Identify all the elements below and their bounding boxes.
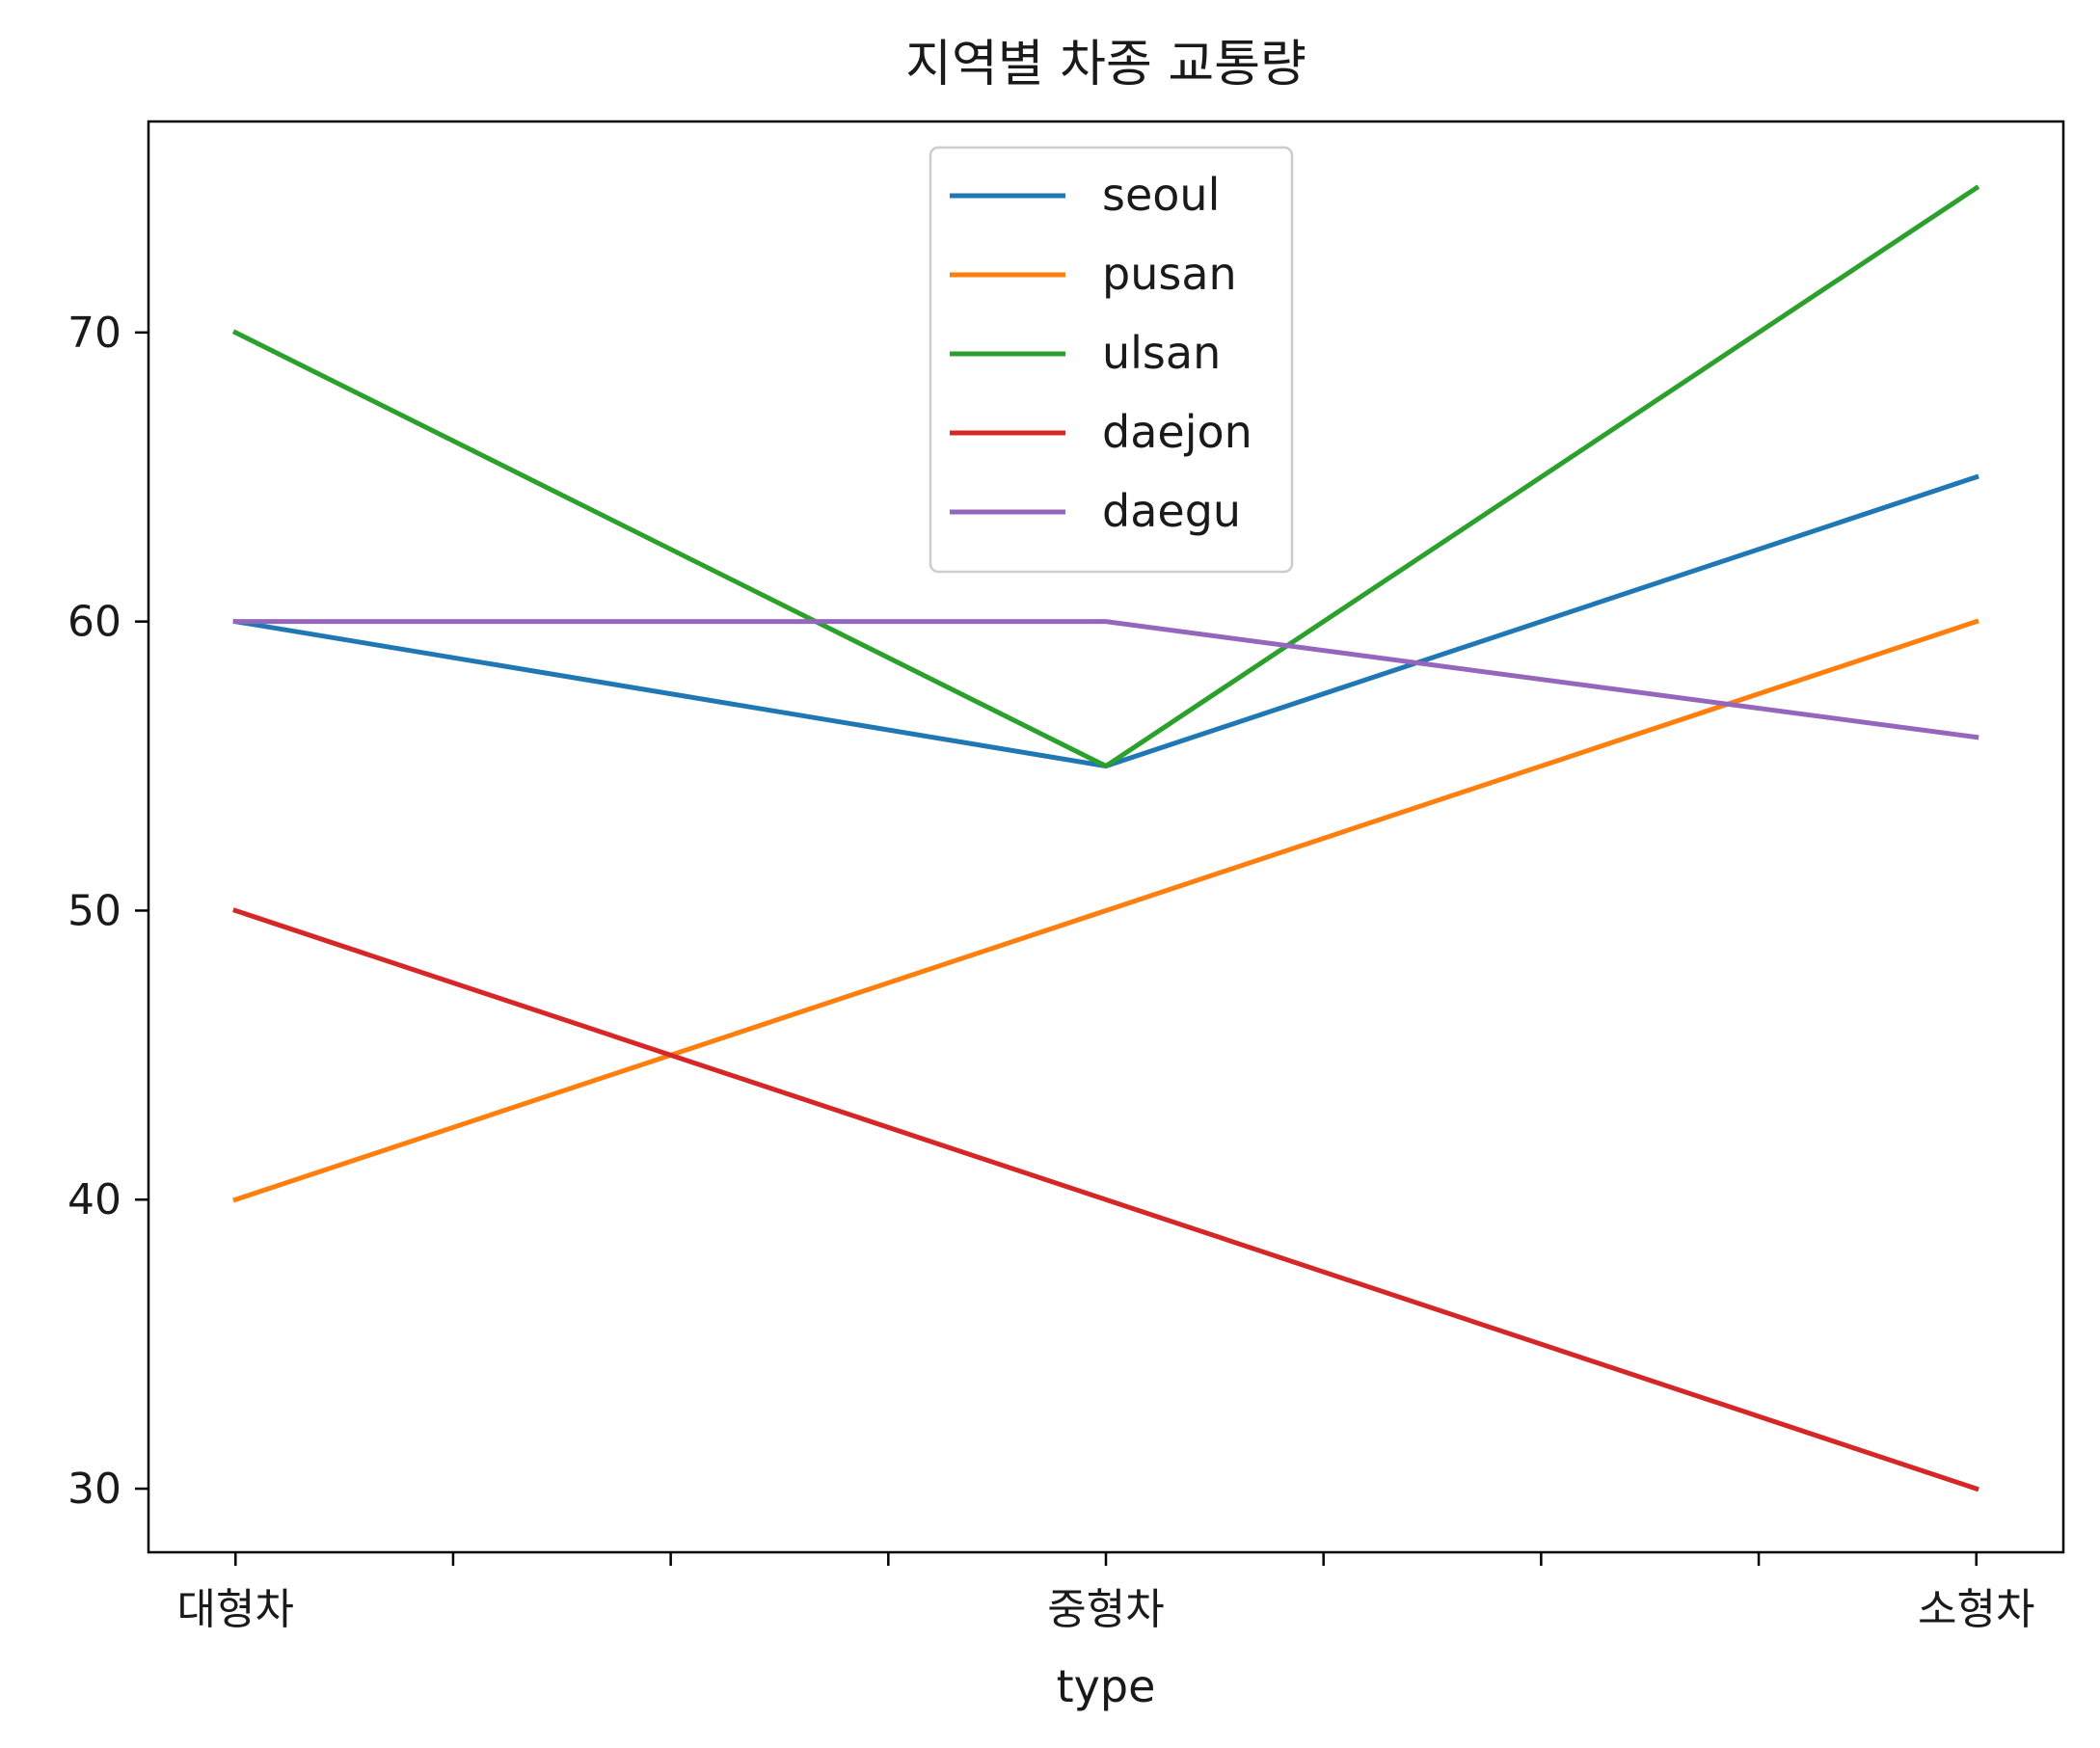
chart-title: 지역별 차종 교통량 [905, 36, 1306, 94]
y-tick-label: 70 [67, 309, 121, 358]
y-tick-label: 50 [67, 886, 121, 935]
x-tick-label: 중형차 [1047, 1585, 1164, 1634]
x-axis-label: type [1057, 1660, 1156, 1712]
x-tick-label: 소형차 [1918, 1585, 2034, 1634]
series-layer [231, 184, 1980, 1493]
legend-label-daegu: daegu [1102, 485, 1241, 537]
y-tick-label: 30 [67, 1465, 121, 1514]
legend-label-daejon: daejon [1102, 406, 1252, 458]
series-line-daegu [232, 619, 1979, 740]
legend-label-seoul: seoul [1102, 169, 1220, 221]
x-tick-label: 대형차 [177, 1585, 294, 1634]
legend-frame [929, 146, 1294, 574]
legend-label-pusan: pusan [1102, 248, 1237, 300]
y-axis: 30 40 50 60 70 [67, 309, 148, 1514]
y-tick-label: 60 [67, 598, 121, 647]
series-line-ulsan [231, 184, 1980, 769]
y-tick-label: 40 [67, 1175, 121, 1224]
series-line-daejon [232, 907, 1979, 1493]
series-line-pusan [232, 618, 1979, 1203]
legend-label-ulsan: ulsan [1102, 327, 1221, 379]
legend: seoul pusan ulsan daejon daegu [929, 146, 1294, 574]
x-axis: 대형차 중형차 소형차 [177, 1552, 2034, 1634]
